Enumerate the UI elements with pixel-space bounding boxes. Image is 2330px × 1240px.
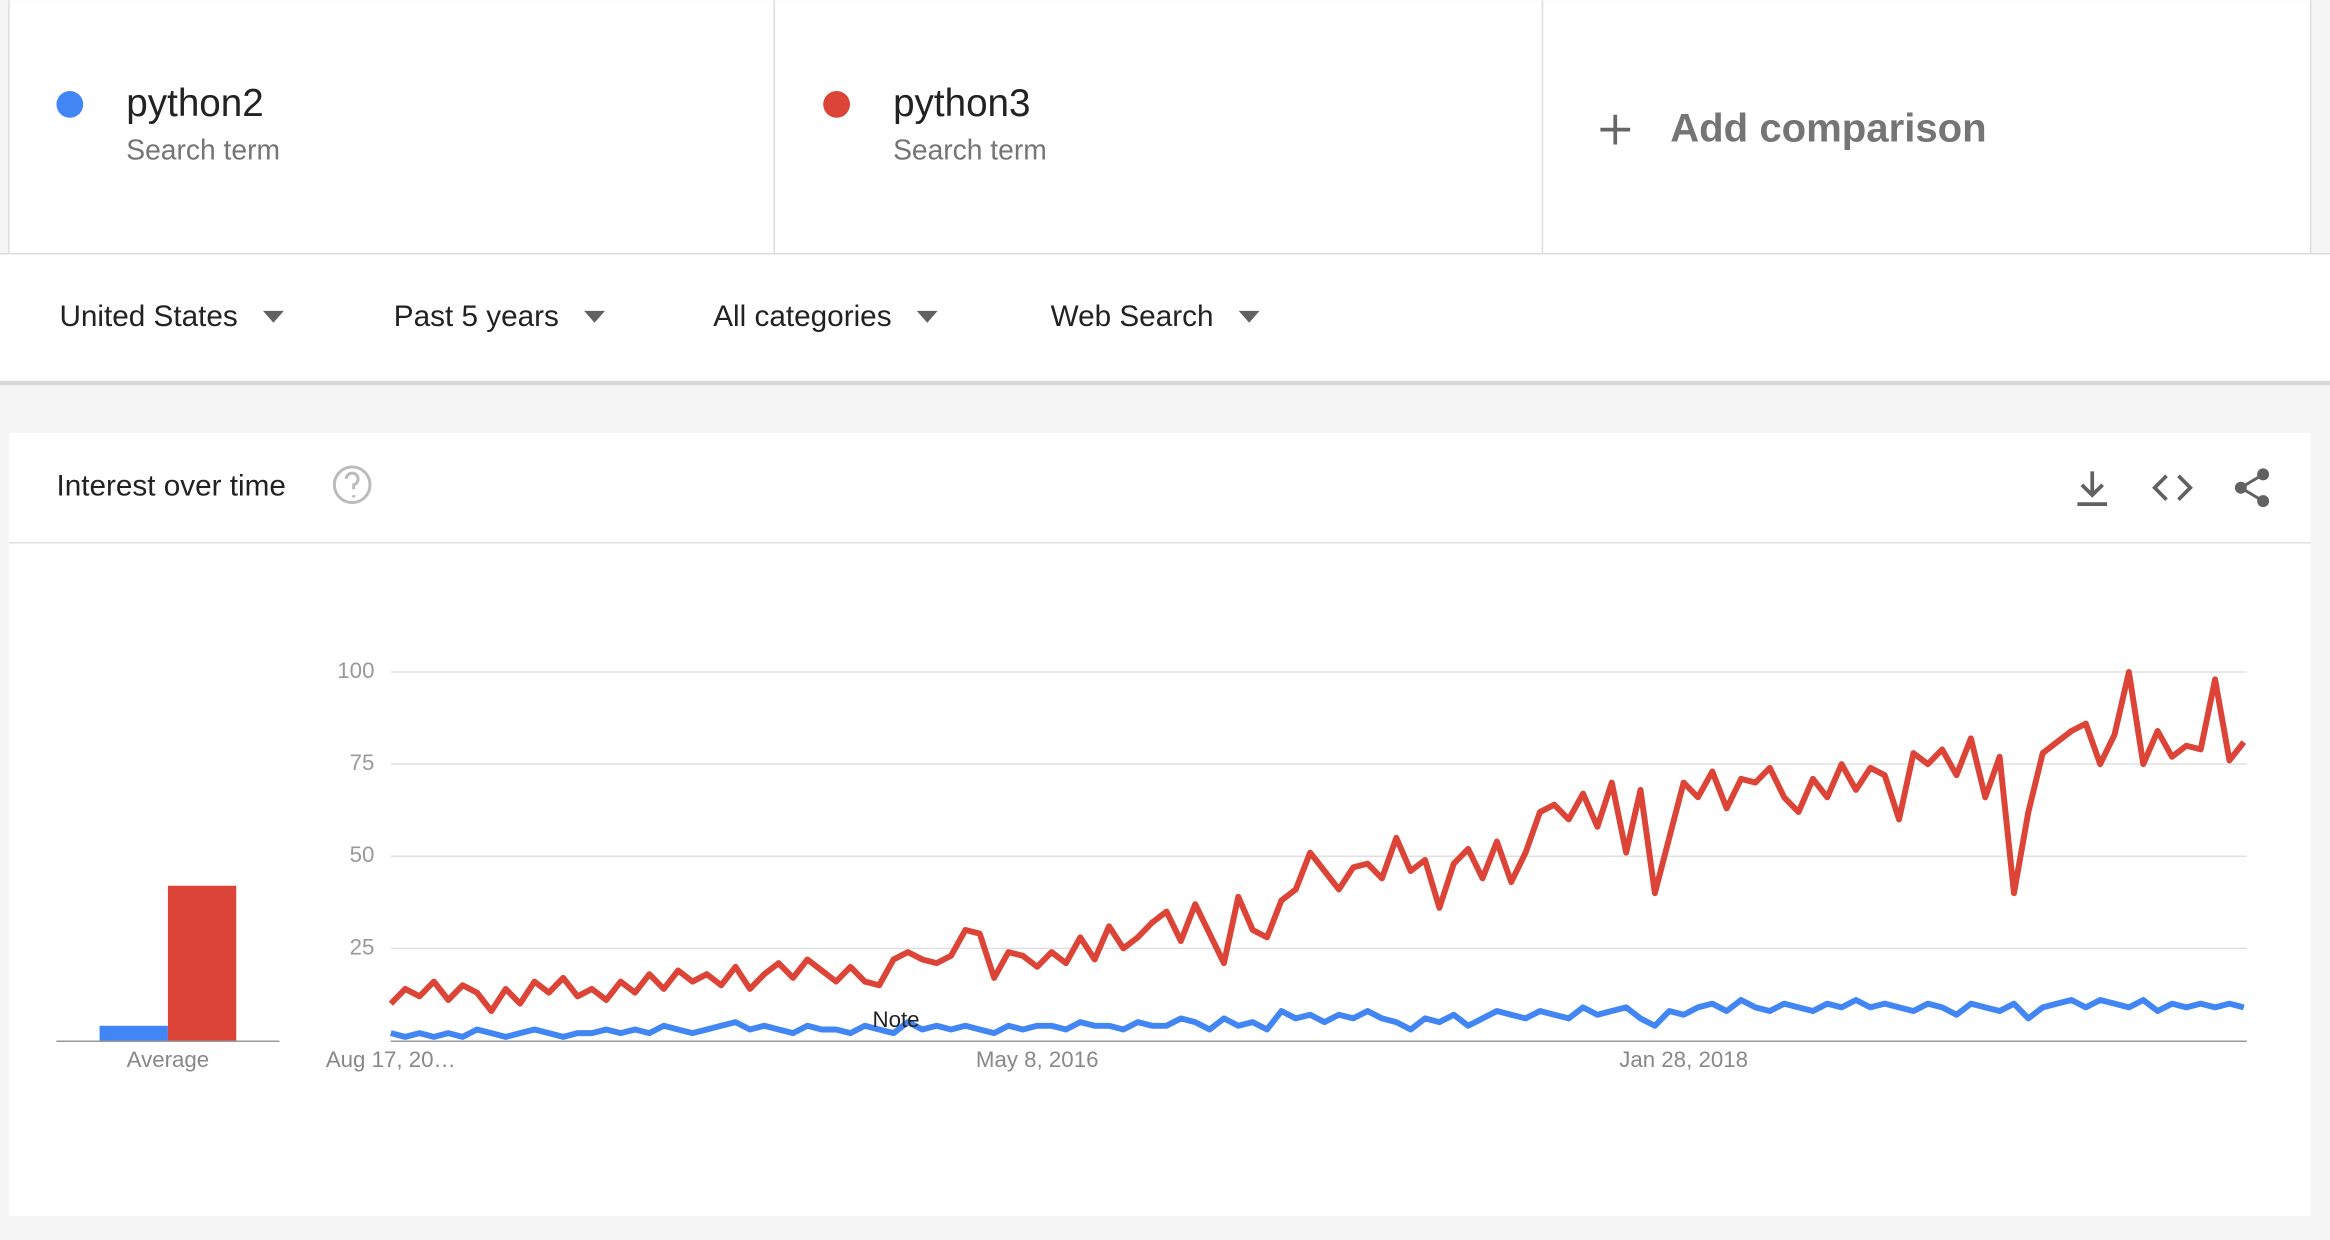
term-subtitle: Search term	[126, 133, 280, 165]
term-dot[interactable]	[56, 90, 84, 118]
y-tick-label: 100	[337, 658, 374, 683]
term-bar	[8, 0, 2311, 253]
help-glyph	[344, 471, 360, 498]
plus-icon	[1600, 114, 1631, 145]
term-name[interactable]: python3	[893, 82, 1030, 125]
help-icon[interactable]	[332, 465, 372, 505]
y-tick-label: 50	[350, 842, 375, 867]
series-line	[388, 669, 2247, 1015]
filter-label[interactable]: All categories	[713, 300, 891, 333]
share-node	[2257, 468, 2270, 481]
annotation[interactable]: Note	[873, 1007, 920, 1032]
dropdown-arrow[interactable]	[584, 310, 605, 323]
help-circle[interactable]	[332, 465, 372, 505]
x-tick-label: Jan 28, 2018	[1619, 1047, 1748, 1072]
y-tick-label: 75	[350, 750, 375, 775]
x-tick-label: Aug 17, 20…	[326, 1047, 456, 1072]
filter-bar	[0, 252, 2330, 383]
dropdown-arrow[interactable]	[1238, 310, 1260, 323]
y-tick-label: 25	[350, 934, 375, 959]
term-subtitle: Search term	[893, 133, 1047, 165]
dropdown-arrow[interactable]	[916, 310, 938, 323]
dropdown-arrow[interactable]	[263, 310, 284, 323]
filter-label[interactable]: Past 5 years	[394, 300, 559, 333]
average-bar	[99, 1025, 168, 1041]
share-node	[2234, 481, 2247, 494]
average-bar	[167, 885, 237, 1041]
term-name[interactable]: python2	[126, 82, 263, 125]
average-label: Average	[127, 1047, 210, 1072]
filter-label[interactable]: Web Search	[1051, 300, 1214, 333]
filter-label[interactable]: United States	[59, 300, 237, 333]
series-line	[390, 997, 2245, 1040]
embed-icon[interactable]	[2152, 474, 2193, 501]
download-icon[interactable]	[2077, 471, 2108, 506]
share-icon[interactable]	[2234, 468, 2270, 508]
panel	[8, 432, 2311, 1216]
add-comparison[interactable]: Add comparison	[1600, 106, 1987, 151]
term-dot[interactable]	[823, 90, 850, 118]
x-tick-label: May 8, 2016	[976, 1047, 1099, 1072]
panel-title: Interest over time	[56, 470, 285, 503]
add-comparison-label[interactable]: Add comparison	[1670, 106, 1986, 151]
shadow	[0, 380, 2330, 386]
share-node	[2257, 495, 2270, 508]
